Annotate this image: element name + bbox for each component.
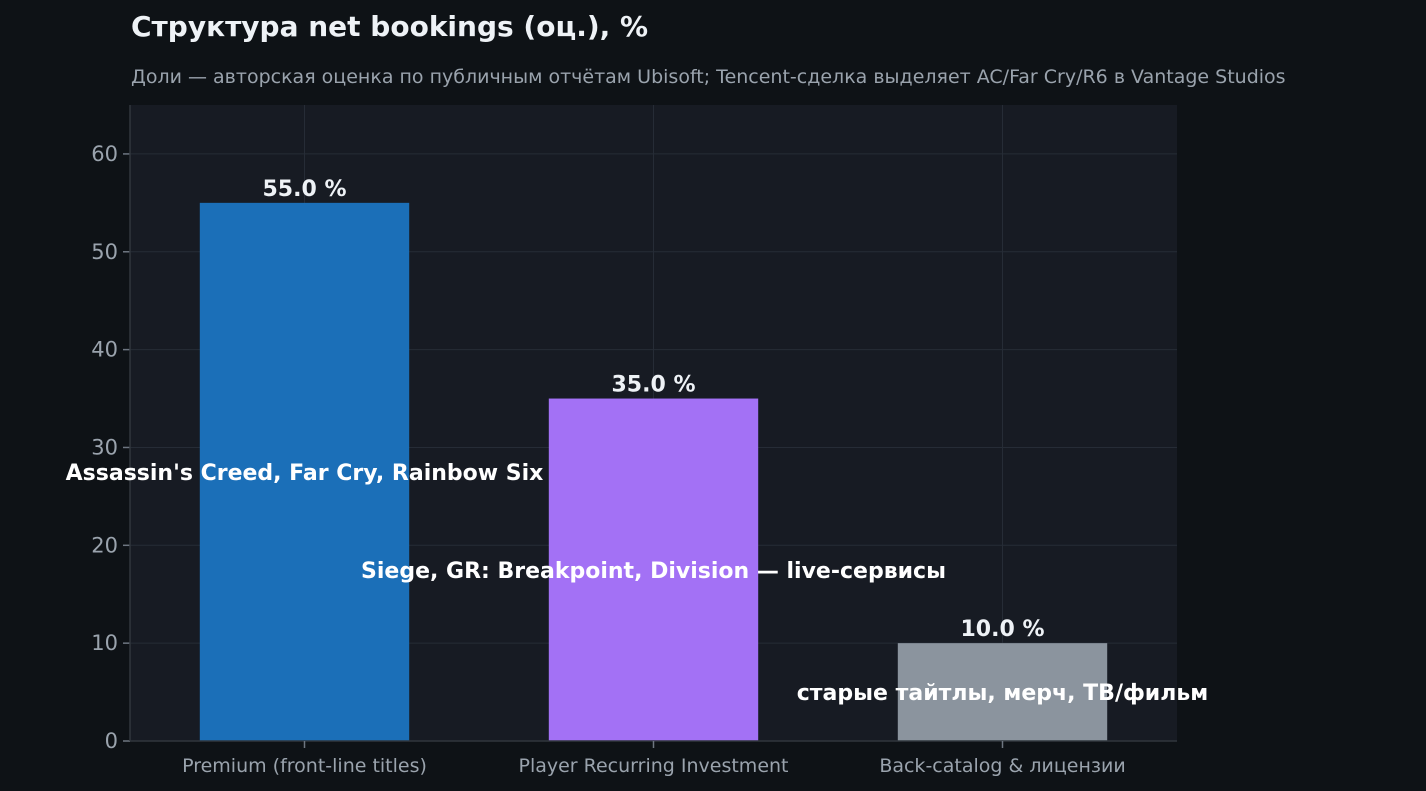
chart-subtitle: Доли — авторская оценка по публичным отч…: [131, 66, 1286, 88]
y-tick-label: 0: [105, 729, 118, 753]
x-tick-label: Player Recurring Investment: [518, 755, 788, 777]
bar: [199, 202, 410, 741]
x-tick-label: Premium (front-line titles): [182, 755, 427, 777]
y-tick-label: 50: [91, 240, 118, 264]
bar-annotation: Assassin's Creed, Far Cry, Rainbow Six: [66, 461, 544, 486]
bar-annotation: старые тайтлы, мерч, ТВ/фильм: [797, 681, 1208, 706]
chart-title: Структура net bookings (оц.), %: [131, 10, 649, 43]
labels: 55.0 % 35.0 % 10.0 % Assassin's Creed, Far …: [66, 177, 1209, 706]
data-label: 35.0 %: [612, 373, 696, 398]
y-tick-label: 10: [91, 631, 118, 655]
axes: 0 10 20 30 40 50 60 Premium (front-line titles)…: [91, 105, 1177, 777]
bar: [548, 398, 759, 741]
bars: [199, 202, 1108, 741]
y-tick-label: 60: [91, 142, 118, 166]
bar: [897, 643, 1108, 741]
x-tick-label: Back-catalog & лицензии: [879, 755, 1125, 777]
y-tick-label: 20: [91, 533, 118, 557]
data-label: 10.0 %: [961, 617, 1045, 642]
y-tick-label: 30: [91, 435, 118, 459]
bar-annotation: Siege, GR: Breakpoint, Division — live-с…: [361, 559, 946, 584]
data-label: 55.0 %: [263, 177, 347, 202]
y-tick-label: 40: [91, 338, 118, 362]
